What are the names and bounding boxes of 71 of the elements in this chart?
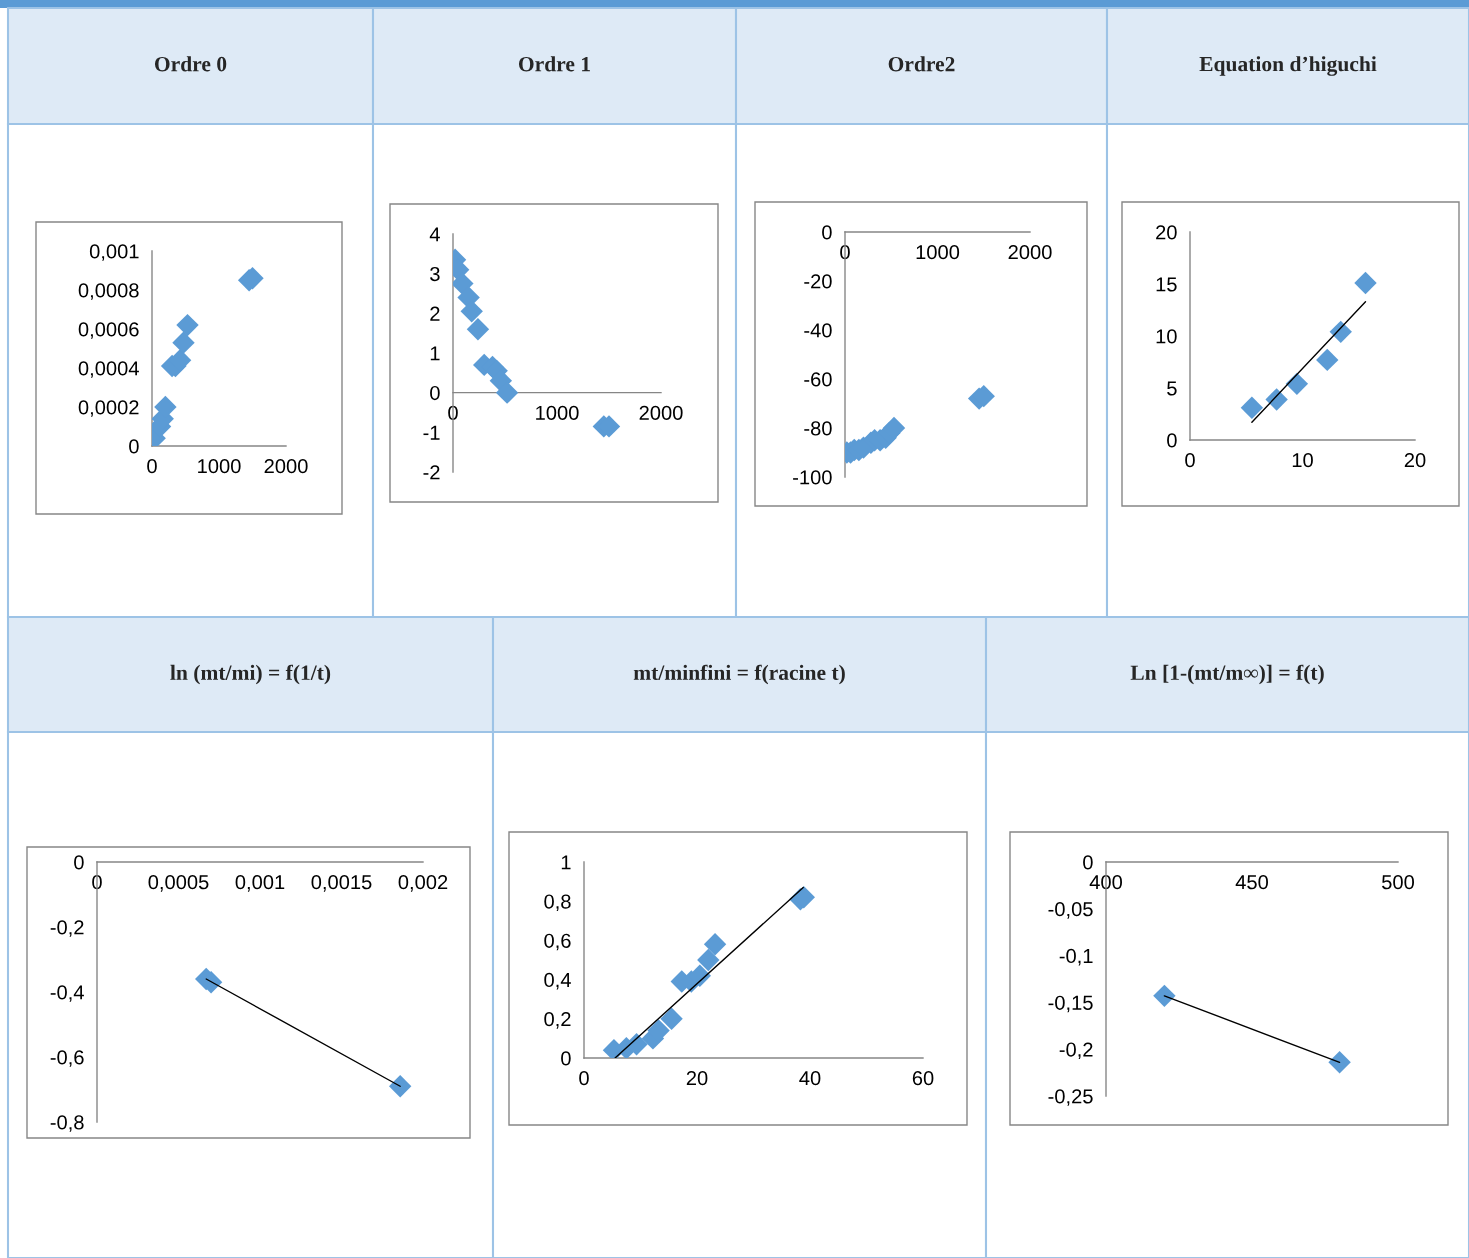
y-tick-label: -0,1 xyxy=(1059,948,1093,966)
chart-title: Ordre 0 xyxy=(154,56,227,72)
y-tick-label: 0 xyxy=(561,1051,571,1066)
x-tick-label: 450 xyxy=(1235,875,1269,890)
x-tick-label: 0,0015 xyxy=(311,875,372,892)
chart-title: Ordre 1 xyxy=(518,56,590,72)
y-tick-label: -0,05 xyxy=(1048,902,1093,919)
y-tick-label: 10 xyxy=(1156,329,1177,344)
y-tick-label: 0 xyxy=(74,855,84,870)
y-tick-label: 0 xyxy=(129,439,139,454)
y-tick-label: -0,25 xyxy=(1048,1089,1093,1106)
x-tick-label: 500 xyxy=(1382,875,1415,890)
y-tick-label: -0,6 xyxy=(50,1050,84,1067)
y-tick-label: 0,6 xyxy=(544,933,571,951)
y-tick-label: 20 xyxy=(1156,225,1177,240)
x-tick-label: 20 xyxy=(686,1071,708,1086)
x-tick-label: 10 xyxy=(1292,453,1313,468)
y-tick-label: -60 xyxy=(804,372,832,387)
x-tick-label: 0,001 xyxy=(235,875,285,892)
y-tick-label: 0 xyxy=(1083,855,1093,870)
x-tick-label: 60 xyxy=(912,1071,934,1086)
y-tick-label: -0,8 xyxy=(50,1115,84,1132)
x-tick-label: 0 xyxy=(92,875,102,890)
y-tick-label: -20 xyxy=(804,274,832,289)
y-tick-label: 0,0004 xyxy=(78,361,139,378)
y-tick-label: 0,0008 xyxy=(78,283,139,300)
chart-title: Equation d’higuchi xyxy=(1199,56,1377,76)
x-tick-label: 0 xyxy=(579,1071,589,1086)
x-tick-label: 40 xyxy=(799,1071,821,1086)
x-tick-label: 0 xyxy=(147,459,157,474)
x-tick-label: 2000 xyxy=(264,459,308,474)
y-tick-label: 0 xyxy=(430,385,440,401)
y-tick-label: -1 xyxy=(423,425,440,440)
y-tick-label: -80 xyxy=(804,421,832,436)
x-tick-label: 2000 xyxy=(639,405,683,420)
y-tick-label: 1 xyxy=(430,346,440,361)
y-tick-label: -40 xyxy=(804,323,832,338)
chart-title: Ordre2 xyxy=(888,56,955,72)
y-tick-label: 15 xyxy=(1156,277,1177,292)
x-tick-label: 20 xyxy=(1404,453,1426,468)
y-tick-label: -100 xyxy=(793,470,832,485)
chart-title: ln (mt/mi) = f(1/t) xyxy=(170,664,331,685)
chart-title: Ln [1-(mt/m∞)] = f(t) xyxy=(1130,664,1324,685)
x-tick-label: 0,0005 xyxy=(148,875,209,892)
y-tick-label: 0 xyxy=(1167,433,1177,448)
x-tick-label: 1000 xyxy=(916,245,960,260)
y-tick-label: -0,15 xyxy=(1048,995,1093,1013)
y-tick-label: -0,4 xyxy=(50,985,84,1002)
y-tick-label: 0,2 xyxy=(544,1012,571,1029)
y-tick-label: -0,2 xyxy=(1059,1042,1093,1060)
x-tick-label: 1000 xyxy=(198,459,241,474)
y-tick-label: 5 xyxy=(1167,381,1177,396)
y-tick-label: -0,2 xyxy=(50,920,84,937)
x-tick-label: 1000 xyxy=(536,405,579,420)
x-tick-label: 0 xyxy=(1185,453,1195,468)
y-tick-label: 1 xyxy=(561,855,571,870)
x-tick-label: 400 xyxy=(1089,875,1123,890)
x-tick-label: 0 xyxy=(840,245,850,260)
chart-title: mt/minfini = f(racine t) xyxy=(633,664,845,685)
x-tick-label: 2000 xyxy=(1008,245,1052,260)
y-tick-label: 0 xyxy=(822,225,832,240)
y-tick-label: 0,0006 xyxy=(78,322,139,339)
y-tick-label: 2 xyxy=(430,306,440,321)
y-tick-label: 0,4 xyxy=(544,972,571,990)
x-tick-label: 0,002 xyxy=(398,875,448,892)
y-tick-label: 4 xyxy=(429,227,440,242)
y-tick-label: 3 xyxy=(430,266,440,282)
y-tick-label: 0,8 xyxy=(544,894,571,912)
y-tick-label: -2 xyxy=(423,465,440,480)
y-tick-label: 0,0002 xyxy=(78,400,139,417)
x-tick-label: 0 xyxy=(448,405,458,420)
